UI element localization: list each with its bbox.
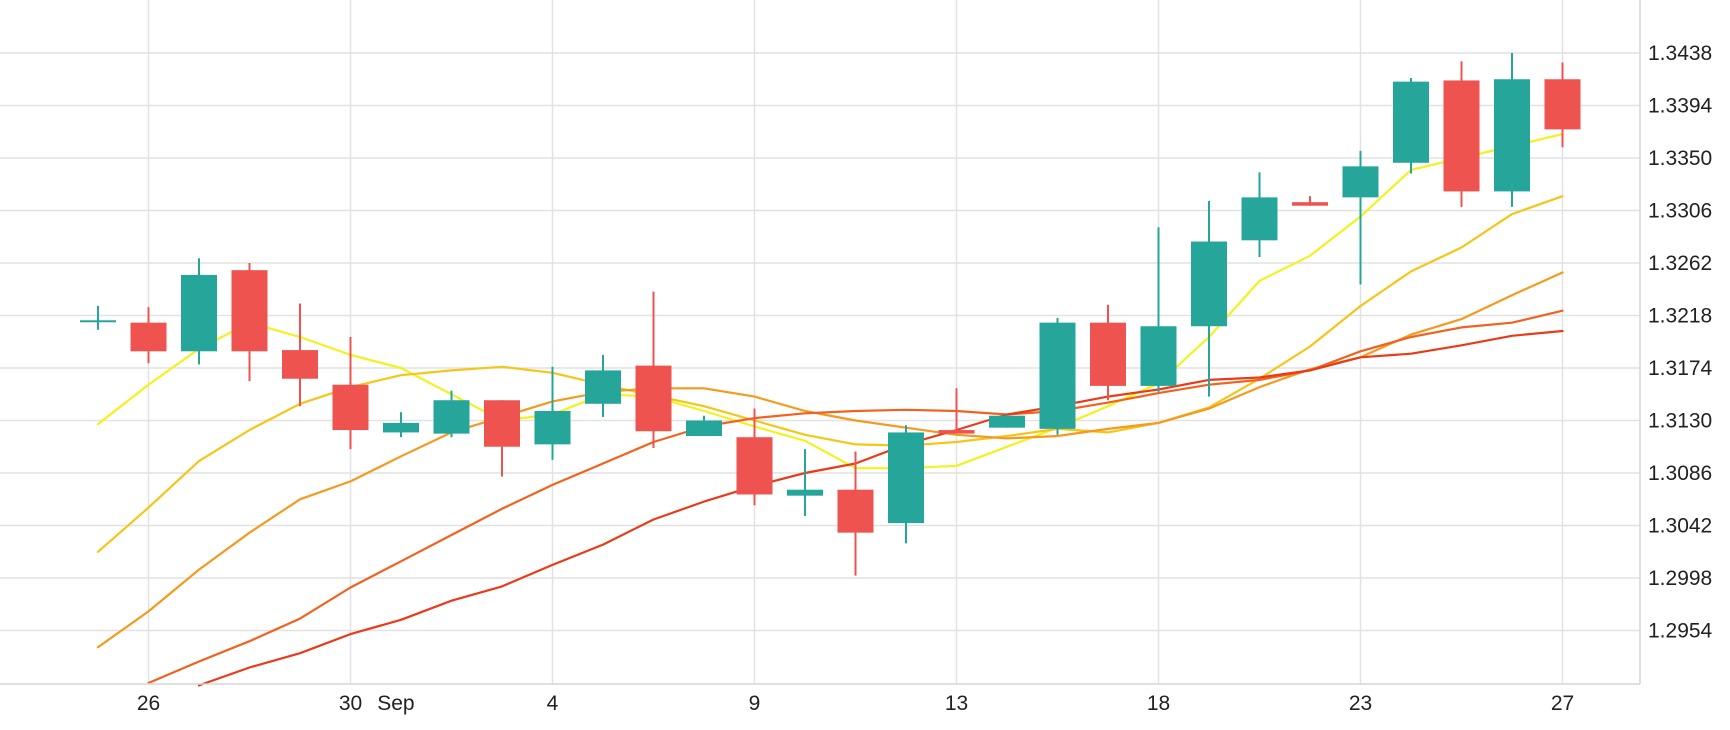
y-tick-label: 1.3174 xyxy=(1648,357,1713,380)
candle xyxy=(989,414,1025,428)
y-tick-label: 1.3042 xyxy=(1648,515,1712,538)
candle xyxy=(686,415,722,437)
candle xyxy=(1292,196,1328,206)
y-tick-label: 1.3306 xyxy=(1648,200,1712,223)
y-tick-label: 1.2954 xyxy=(1648,620,1713,643)
x-tick-label: 27 xyxy=(1551,692,1574,715)
candle-body xyxy=(383,422,419,433)
candle-body xyxy=(80,320,116,323)
candle xyxy=(80,305,116,330)
x-tick-label: 30 xyxy=(339,692,362,715)
x-tick-label: 23 xyxy=(1349,692,1372,715)
candle-body xyxy=(282,350,318,379)
candle-body xyxy=(433,400,470,434)
candle-body xyxy=(787,489,823,496)
candle-body xyxy=(332,384,369,431)
moving-average-lines xyxy=(96,133,1564,687)
candle xyxy=(433,390,470,438)
candle xyxy=(534,366,571,460)
candle-body xyxy=(1241,197,1278,241)
candle xyxy=(888,425,924,544)
candle xyxy=(787,449,823,516)
candle xyxy=(585,354,621,417)
candle-body xyxy=(1140,326,1177,386)
candle xyxy=(231,263,268,382)
candle-body xyxy=(1494,79,1530,192)
candle xyxy=(1140,227,1177,392)
series-line xyxy=(96,271,1564,649)
y-tick-label: 1.3086 xyxy=(1648,462,1712,485)
candle-body xyxy=(686,420,722,437)
candle xyxy=(1443,61,1480,207)
x-tick-label: Sep xyxy=(377,692,414,715)
candle xyxy=(1241,172,1278,258)
y-tick-label: 1.3130 xyxy=(1648,410,1712,433)
series-line xyxy=(197,329,1564,687)
y-tick-label: 1.3394 xyxy=(1648,95,1713,118)
x-tick-label: 4 xyxy=(547,692,559,715)
candle xyxy=(938,388,975,434)
candle-body xyxy=(181,274,217,352)
candle xyxy=(282,303,318,407)
series-line xyxy=(96,133,1564,470)
x-tick-label: 18 xyxy=(1147,692,1170,715)
candle-body xyxy=(534,410,571,445)
candle-body xyxy=(1191,241,1227,327)
y-tick-label: 1.3350 xyxy=(1648,147,1712,170)
candle-body xyxy=(1342,166,1379,198)
x-tick-label: 13 xyxy=(945,692,968,715)
candle xyxy=(1494,53,1530,207)
candle xyxy=(181,258,217,365)
y-tick-label: 1.3438 xyxy=(1648,42,1712,65)
candle xyxy=(635,291,672,448)
candle-body xyxy=(837,489,874,533)
y-tick-label: 1.3262 xyxy=(1648,252,1712,275)
candle-body xyxy=(938,430,975,434)
candle-body xyxy=(585,370,621,404)
candle xyxy=(837,451,874,576)
candle-body xyxy=(1443,80,1480,192)
candle-body xyxy=(888,432,924,524)
y-tick-label: 1.2998 xyxy=(1648,567,1712,590)
axes: 1.3438 1.3394 1.3350 1.3306 1.3262 1.3218 1.31… xyxy=(0,0,1713,715)
candle xyxy=(1393,78,1429,174)
candle xyxy=(1090,304,1126,401)
candle-body xyxy=(1544,79,1581,130)
candle-body xyxy=(484,400,520,447)
candle xyxy=(1191,200,1227,397)
candle xyxy=(383,412,419,438)
candle xyxy=(1544,62,1581,148)
candle-body xyxy=(1393,81,1429,163)
candle-body xyxy=(635,365,672,432)
x-tick-label: 26 xyxy=(137,692,160,715)
candle-body xyxy=(1039,322,1076,429)
candle-body xyxy=(1090,322,1126,386)
series-line xyxy=(147,309,1564,685)
candle-body xyxy=(736,437,773,495)
y-tick-label: 1.3218 xyxy=(1648,305,1712,328)
candle xyxy=(1039,317,1076,435)
x-tick-label: 9 xyxy=(749,692,761,715)
candle xyxy=(484,400,520,477)
candle-body xyxy=(989,415,1025,428)
candle-body xyxy=(130,322,167,352)
candle xyxy=(130,307,167,364)
candles xyxy=(80,53,1581,576)
candle-body xyxy=(1292,202,1328,206)
candle-body xyxy=(231,270,268,352)
candle xyxy=(1342,150,1379,285)
candle xyxy=(736,408,773,506)
candle xyxy=(332,336,369,450)
